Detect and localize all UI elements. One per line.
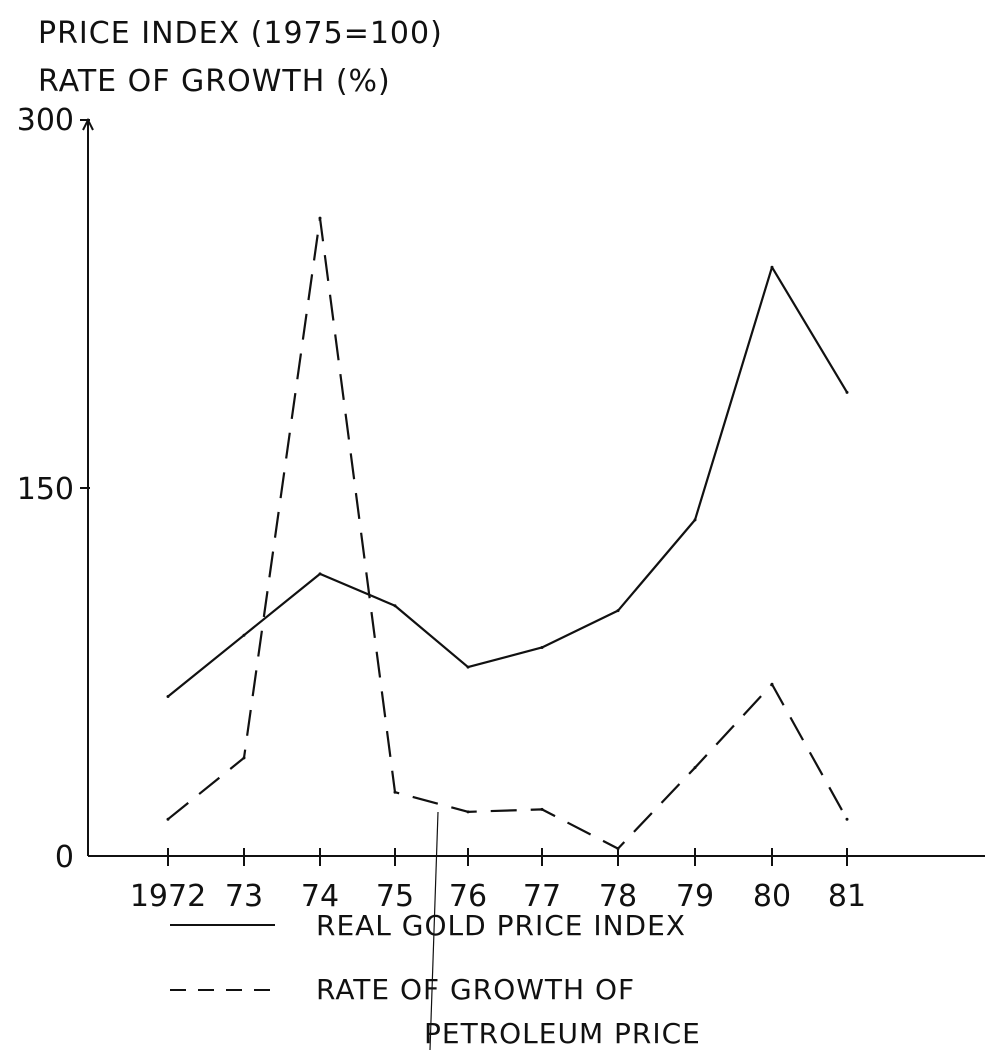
chart-title-line-1: PRICE INDEX (1975=100) <box>38 16 443 51</box>
gold-price-line <box>167 266 848 698</box>
petroleum-growth-point <box>540 807 544 811</box>
y-tick-label: 300 <box>17 103 74 138</box>
gold-price-point <box>845 390 849 394</box>
petroleum-growth-point <box>242 756 246 760</box>
x-tick-label: 81 <box>828 879 866 914</box>
gold-price-point <box>242 633 246 637</box>
petroleum-growth-point <box>693 766 697 770</box>
x-tick-label: 78 <box>599 879 637 914</box>
legend-label-petroleum-line-2: PETROLEUM PRICE <box>424 1017 701 1050</box>
gold-price-point <box>693 518 697 522</box>
y-tick-label: 0 <box>55 840 74 875</box>
x-tick-label: 1972 <box>130 879 206 914</box>
petroleum-growth-point <box>616 847 620 851</box>
gold-price-point <box>540 645 544 649</box>
x-tick-label: 73 <box>225 879 263 914</box>
petroleum-growth-point <box>318 216 322 220</box>
petroleum-growth-point <box>466 810 470 814</box>
gold-price-point <box>616 609 620 613</box>
x-tick-label: 75 <box>376 879 414 914</box>
gold-price-point <box>393 604 397 608</box>
x-tick-label: 79 <box>676 879 714 914</box>
petroleum-growth-line <box>167 217 848 850</box>
gold-price-point <box>318 572 322 576</box>
gold-price-point <box>770 265 774 269</box>
x-tick-label: 77 <box>523 879 561 914</box>
x-tick-label: 74 <box>301 879 339 914</box>
petroleum-growth-point <box>770 682 774 686</box>
petroleum-growth-point <box>845 817 849 821</box>
x-tick-label: 76 <box>449 879 487 914</box>
chart-title-line-2: RATE OF GROWTH (%) <box>38 64 391 99</box>
legend-label-gold: REAL GOLD PRICE INDEX <box>316 909 686 942</box>
y-tick-label: 150 <box>17 472 74 507</box>
gold-price-point <box>466 665 470 669</box>
legend-label-petroleum-line-1: RATE OF GROWTH OF <box>316 973 635 1006</box>
petroleum-growth-point <box>393 790 397 794</box>
petroleum-growth-point <box>166 817 170 821</box>
gold-price-point <box>166 695 170 699</box>
x-tick-label: 80 <box>753 879 791 914</box>
scan-artifact-line <box>429 811 439 1051</box>
